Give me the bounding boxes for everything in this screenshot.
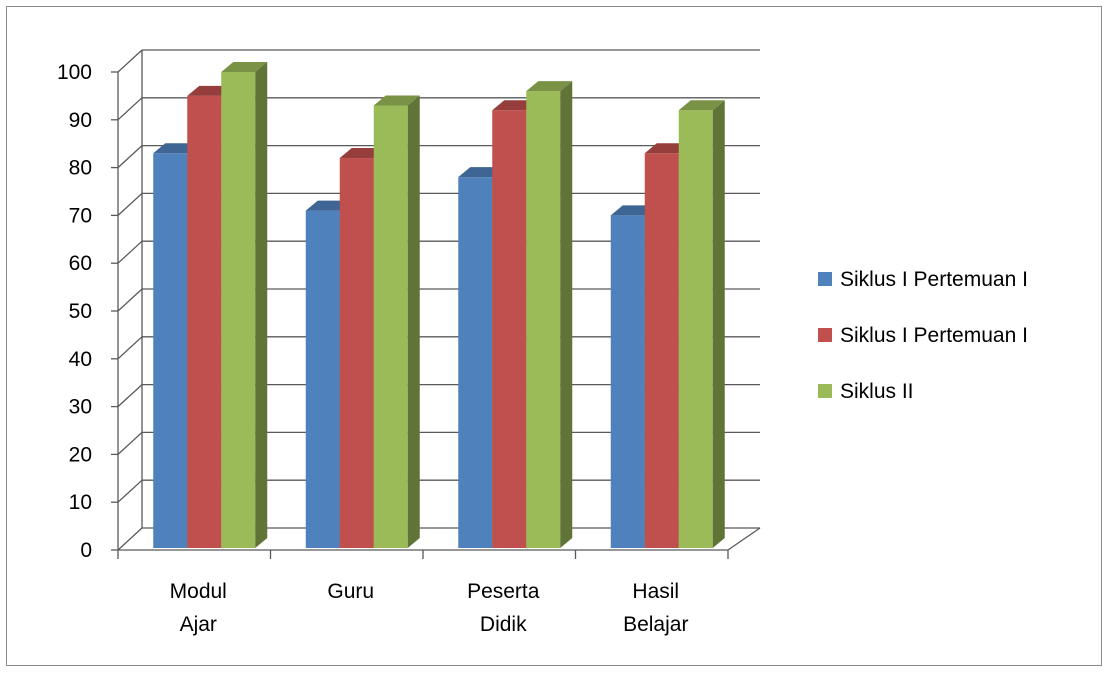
side-gridline: [117, 192, 143, 216]
bar: [373, 105, 408, 549]
x-category-label: Didik: [480, 613, 527, 636]
bar: [458, 177, 493, 548]
bar: [187, 95, 222, 549]
y-tick-label: 90: [69, 109, 92, 132]
legend-label: Siklus I Pertemuan I: [840, 324, 1028, 347]
y-tick-label: 100: [57, 61, 92, 84]
y-tick-label: 40: [69, 348, 92, 371]
x-category-label: Belajar: [623, 613, 688, 636]
bar-side: [407, 95, 420, 549]
side-gridline: [117, 145, 143, 169]
legend-label: Siklus I Pertemuan I: [840, 268, 1028, 291]
x-category-label: Peserta: [467, 580, 540, 603]
bar: [153, 153, 188, 548]
x-category-label: Ajar: [180, 613, 217, 636]
bar: [305, 210, 340, 548]
side-gridline: [117, 288, 143, 312]
side-gridline: [117, 527, 143, 551]
bar-side: [712, 100, 725, 549]
side-gridline: [117, 431, 143, 455]
bar: [610, 215, 645, 548]
bar-top: [678, 100, 725, 111]
bar: [644, 153, 679, 548]
bar: [492, 110, 527, 549]
x-category-label: Guru: [327, 580, 374, 603]
side-gridline: [117, 97, 143, 121]
side-gridline: [117, 240, 143, 264]
y-tick-label: 30: [69, 396, 92, 419]
bar-top: [221, 62, 268, 72]
bar: [221, 72, 256, 548]
y-tick-label: 70: [69, 204, 92, 227]
y-tick-label: 20: [69, 443, 92, 466]
bar: [339, 158, 374, 549]
y-tick-label: 10: [69, 491, 92, 514]
y-tick-label: 80: [69, 157, 92, 180]
y-tick-label: 0: [80, 539, 92, 562]
side-gridline: [117, 479, 143, 503]
y-tick-label: 50: [69, 300, 92, 323]
side-gridline: [117, 49, 143, 73]
side-gridline: [117, 384, 143, 408]
floor-edge: [727, 527, 761, 551]
side-gridline: [117, 336, 143, 360]
x-category-label: Hasil: [632, 580, 679, 603]
legend-swatch: [818, 328, 832, 342]
legend-swatch: [818, 272, 832, 286]
bar-top: [526, 81, 573, 92]
bar: [526, 91, 561, 549]
y-tick-label: 60: [69, 252, 92, 275]
x-category-label: Modul: [170, 580, 227, 603]
legend-label: Siklus II: [840, 380, 914, 403]
bar-side: [255, 62, 268, 548]
bar-side: [560, 81, 573, 549]
bar-top: [373, 95, 420, 106]
legend-swatch: [818, 384, 832, 398]
bar: [678, 110, 713, 549]
